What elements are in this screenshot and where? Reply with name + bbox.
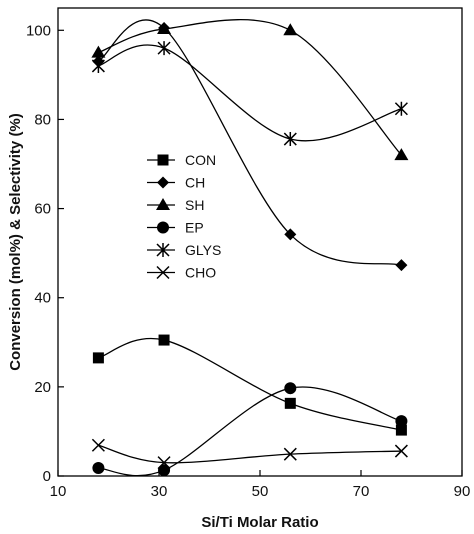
y-tick-label: 60 [34, 201, 51, 218]
legend: CON CH SH EP GLYS CHO [147, 152, 221, 281]
series-cho [91, 438, 408, 470]
legend-marker [157, 154, 169, 166]
legend-marker [156, 198, 170, 210]
legend-label: CON [185, 152, 216, 168]
legend-marker [156, 243, 170, 257]
legend-item: EP [147, 220, 204, 236]
legend-marker [157, 176, 169, 189]
series-con [92, 334, 407, 436]
series-sh [91, 19, 409, 161]
series-line [98, 44, 402, 142]
series-line [98, 19, 402, 156]
data-point-sh [91, 45, 106, 58]
data-point-cho [283, 447, 297, 461]
x-tick-label: 90 [454, 483, 471, 500]
axes: 0 20 40 60 80 100 10 30 50 70 90 [26, 7, 471, 500]
data-point-con [92, 352, 104, 364]
series-glys [91, 41, 408, 147]
plot-frame [57, 7, 463, 477]
data-point-ep [284, 382, 297, 395]
data-point-ep [395, 415, 408, 428]
legend-label: SH [185, 197, 204, 213]
data-point-ep [158, 464, 171, 477]
y-tick-label: 40 [34, 290, 51, 307]
data-point-ch [395, 259, 408, 272]
legend-item: CON [147, 152, 216, 168]
legend-item: SH [147, 197, 204, 213]
data-point-con [158, 334, 170, 346]
data-point-cho [157, 456, 171, 470]
series-line [98, 337, 402, 431]
data-point-glys [91, 58, 105, 73]
legend-marker [156, 265, 170, 280]
legend-label: CHO [185, 265, 216, 281]
legend-label: CH [185, 175, 205, 191]
data-point-glys [394, 101, 408, 116]
data-point-cho [394, 444, 408, 458]
data-point-sh [394, 148, 409, 161]
legend-item: CH [147, 175, 205, 191]
legend-marker [157, 221, 169, 234]
data-point-ch [284, 228, 297, 241]
legend-item: CHO [147, 265, 216, 281]
y-axis-title: Conversion (mol%) & Selectivity (%) [7, 113, 24, 371]
data-point-glys [283, 132, 297, 147]
series-ch [92, 19, 408, 272]
y-tick-label: 80 [34, 111, 51, 128]
y-tick-label: 100 [26, 22, 51, 39]
data-point-glys [157, 41, 171, 56]
series-ep [92, 382, 408, 477]
y-tick-label: 20 [34, 379, 51, 396]
data-point-con [395, 424, 407, 436]
x-tick-label: 10 [50, 483, 67, 500]
data-point-sh [283, 23, 298, 36]
series-line [98, 444, 402, 464]
x-axis-title: Si/Ti Molar Ratio [201, 514, 318, 531]
data-point-con [284, 397, 296, 409]
series-line [98, 386, 402, 477]
legend-label: GLYS [185, 242, 221, 258]
x-tick-label: 70 [353, 483, 370, 500]
y-tick-label: 0 [43, 468, 51, 485]
data-point-sh [157, 21, 172, 34]
x-tick-label: 50 [252, 483, 269, 500]
data-point-cho [91, 438, 105, 452]
series-line [98, 19, 402, 266]
legend-label: EP [185, 220, 204, 236]
plot-area [91, 19, 409, 477]
data-point-ep [92, 461, 105, 474]
legend-item: GLYS [147, 242, 221, 258]
x-tick-label: 30 [151, 483, 168, 500]
